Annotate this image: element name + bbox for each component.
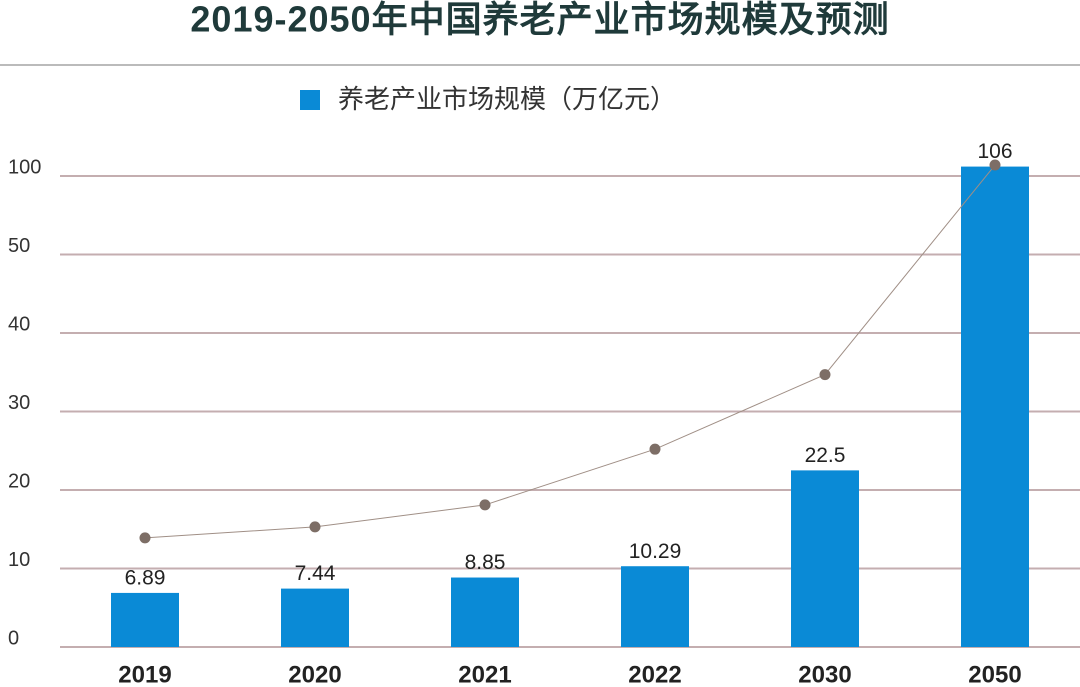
x-tick-label: 2030 — [798, 661, 851, 687]
bar — [281, 588, 349, 647]
y-tick-label: 40 — [8, 313, 30, 335]
x-tick-label: 2019 — [118, 661, 171, 687]
trend-line — [144, 164, 996, 539]
trend-dot — [819, 369, 831, 381]
y-tick-label: 0 — [8, 627, 19, 649]
y-tick-label: 10 — [8, 549, 30, 571]
legend-swatch — [300, 90, 320, 110]
value-label: 22.5 — [805, 444, 846, 467]
trend-dot — [139, 532, 151, 544]
chart-title: 2019-2050年中国养老产业市场规模及预测 — [190, 0, 889, 40]
y-tick-label: 20 — [8, 470, 30, 492]
y-tick-label: 50 — [8, 235, 30, 257]
x-tick-label: 2022 — [628, 661, 681, 687]
value-label: 6.89 — [125, 566, 166, 589]
value-label: 106 — [977, 140, 1012, 163]
value-label: 7.44 — [295, 562, 336, 585]
bar — [111, 592, 179, 647]
y-tick-label: 100 — [8, 156, 41, 178]
trend-dot — [989, 159, 1001, 171]
bar — [791, 470, 859, 647]
bar — [451, 577, 519, 647]
x-tick-label: 2050 — [968, 661, 1021, 687]
legend-label: 养老产业市场规模（万亿元） — [338, 84, 676, 114]
x-tick-label: 2021 — [458, 661, 511, 687]
trend-dot — [479, 499, 491, 511]
bar — [961, 166, 1029, 647]
value-label: 10.29 — [629, 540, 682, 563]
trend-dot — [309, 521, 321, 533]
x-tick-label: 2020 — [288, 661, 341, 687]
bar — [621, 566, 689, 647]
y-tick-label: 30 — [8, 392, 30, 414]
value-label: 8.85 — [465, 551, 506, 574]
trend-dot — [649, 443, 661, 455]
